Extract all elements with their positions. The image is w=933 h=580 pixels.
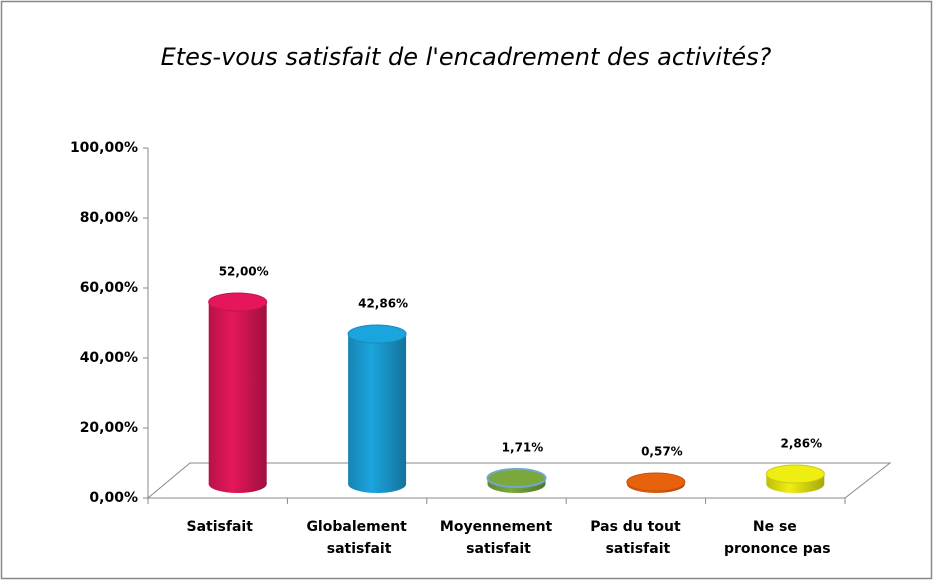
- value-label: 52,00%: [219, 265, 269, 279]
- bar-top: [347, 324, 407, 344]
- x-tick-label: Pas du tout satisfait: [590, 519, 685, 557]
- x-tick-label: Moyennement satisfait: [440, 519, 557, 557]
- bar-top: [765, 464, 825, 484]
- y-tick-label: 20,00%: [80, 420, 138, 436]
- value-label: 1,71%: [502, 441, 544, 455]
- bar: [348, 333, 407, 484]
- y-tick-label: 100,00%: [70, 140, 138, 156]
- value-label: 42,86%: [358, 296, 408, 310]
- value-label: 2,86%: [780, 436, 822, 450]
- y-tick-label: 0,00%: [89, 490, 138, 506]
- x-tick-label: Globalement satisfait: [306, 519, 411, 557]
- bar-top: [486, 468, 547, 489]
- bar-top: [626, 472, 686, 492]
- x-tick-label: Satisfait: [187, 519, 254, 535]
- x-tick-label: Ne se prononce pas: [724, 519, 831, 557]
- value-label: 0,57%: [641, 445, 683, 459]
- bar-top: [208, 292, 268, 312]
- chart-title: Etes-vous satisfait de l'encadrement des…: [161, 43, 772, 71]
- y-tick-label: 60,00%: [80, 280, 138, 296]
- y-tick-label: 40,00%: [80, 350, 138, 366]
- bar: [208, 302, 267, 484]
- y-tick-label: 80,00%: [80, 210, 138, 226]
